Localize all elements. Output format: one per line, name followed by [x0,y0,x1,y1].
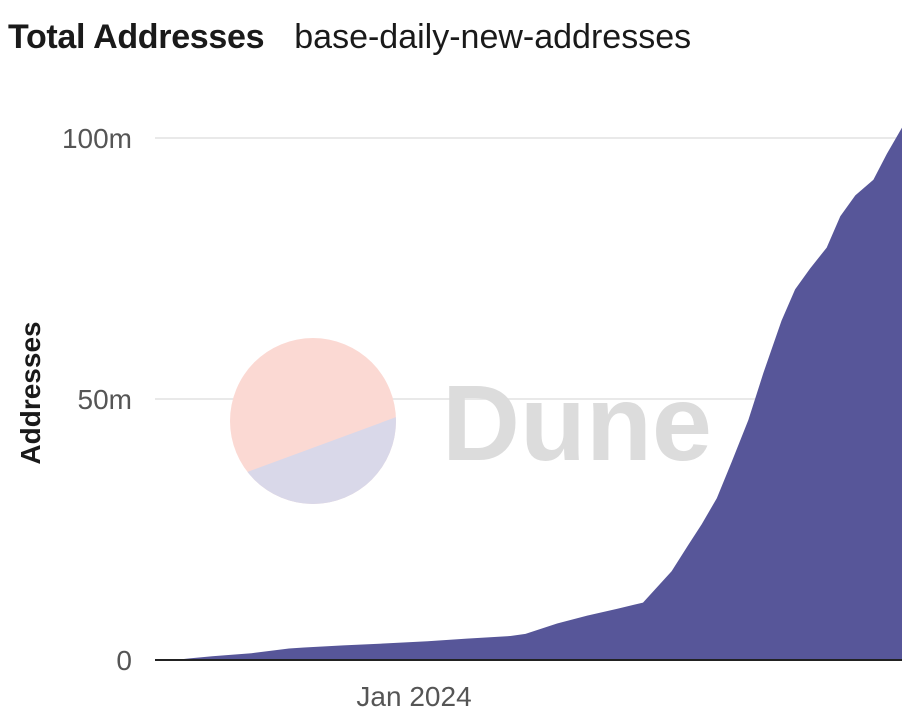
y-tick-label: 0 [116,645,132,676]
y-axis-title: Addresses [15,321,46,464]
x-axis-ticks: Jan 2024 [356,681,471,712]
y-axis-ticks: 0 50m 100m [62,123,132,676]
chart-subtitle: base-daily-new-addresses [294,18,692,56]
chart-title: Total Addresses [8,18,265,56]
area-series [155,127,902,661]
y-tick-label: 100m [62,123,132,154]
x-tick-label: Jan 2024 [356,681,471,712]
area-series-path [155,127,902,661]
y-tick-label: 50m [78,384,132,415]
dune-watermark: Dune [230,338,712,504]
chart-header: Total Addresses base-daily-new-addresses [8,18,691,66]
watermark-text: Dune [442,362,712,483]
